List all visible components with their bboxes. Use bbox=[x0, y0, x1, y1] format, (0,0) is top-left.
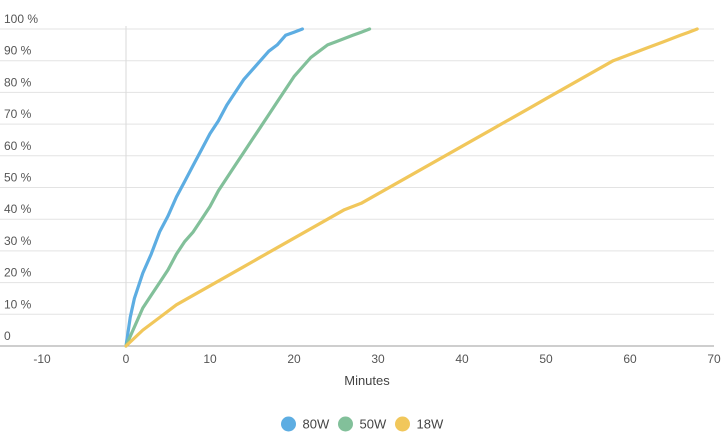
y-tick-label: 20 % bbox=[4, 266, 32, 280]
legend-label: 80W bbox=[303, 417, 330, 432]
grid-lines bbox=[0, 28, 714, 315]
x-tick-label: 30 bbox=[371, 352, 385, 366]
axes bbox=[0, 26, 714, 347]
x-tick-label: 50 bbox=[539, 352, 553, 366]
y-tick-label: 100 % bbox=[4, 12, 38, 26]
y-tick-label: 10 % bbox=[4, 297, 32, 311]
series-line-18w bbox=[124, 27, 699, 348]
y-tick-label: 60 % bbox=[4, 139, 32, 153]
series-line-80w bbox=[124, 27, 304, 348]
y-tick-label: 70 % bbox=[4, 107, 32, 121]
x-tick-label: 20 bbox=[287, 352, 301, 366]
x-axis-title: Minutes bbox=[344, 373, 390, 388]
series-line-50w bbox=[124, 27, 372, 348]
legend-swatch bbox=[338, 416, 353, 432]
y-tick-label: 0 bbox=[4, 329, 11, 343]
x-tick-label: 10 bbox=[203, 352, 217, 366]
series-lines bbox=[124, 27, 699, 348]
y-tick-label: 50 % bbox=[4, 171, 32, 185]
y-tick-label: 90 % bbox=[4, 44, 32, 58]
y-tick-labels: 0 10 % 20 % 30 % 40 % 50 % 60 % 70 % 80 % 90 % 100… bbox=[4, 12, 38, 343]
legend-item-18w[interactable]: 18W bbox=[395, 416, 444, 432]
x-tick-label: -10 bbox=[33, 352, 51, 366]
y-tick-label: 40 % bbox=[4, 202, 32, 216]
y-tick-label: 80 % bbox=[4, 75, 32, 89]
x-tick-label: 0 bbox=[123, 352, 130, 366]
legend-swatch bbox=[281, 416, 296, 432]
x-tick-label: 70 bbox=[707, 352, 721, 366]
y-tick-label: 30 % bbox=[4, 234, 32, 248]
x-tick-label: 40 bbox=[455, 352, 469, 366]
legend-label: 18W bbox=[417, 417, 444, 432]
legend-item-50w[interactable]: 50W bbox=[338, 416, 387, 432]
legend-swatch bbox=[395, 416, 410, 432]
x-tick-label: 60 bbox=[623, 352, 637, 366]
x-tick-labels: -10 0 10 20 30 40 50 60 70 bbox=[33, 352, 721, 366]
legend-item-80w[interactable]: 80W bbox=[281, 416, 330, 432]
legend: 80W 50W 18W bbox=[281, 416, 444, 432]
legend-label: 50W bbox=[360, 417, 387, 432]
